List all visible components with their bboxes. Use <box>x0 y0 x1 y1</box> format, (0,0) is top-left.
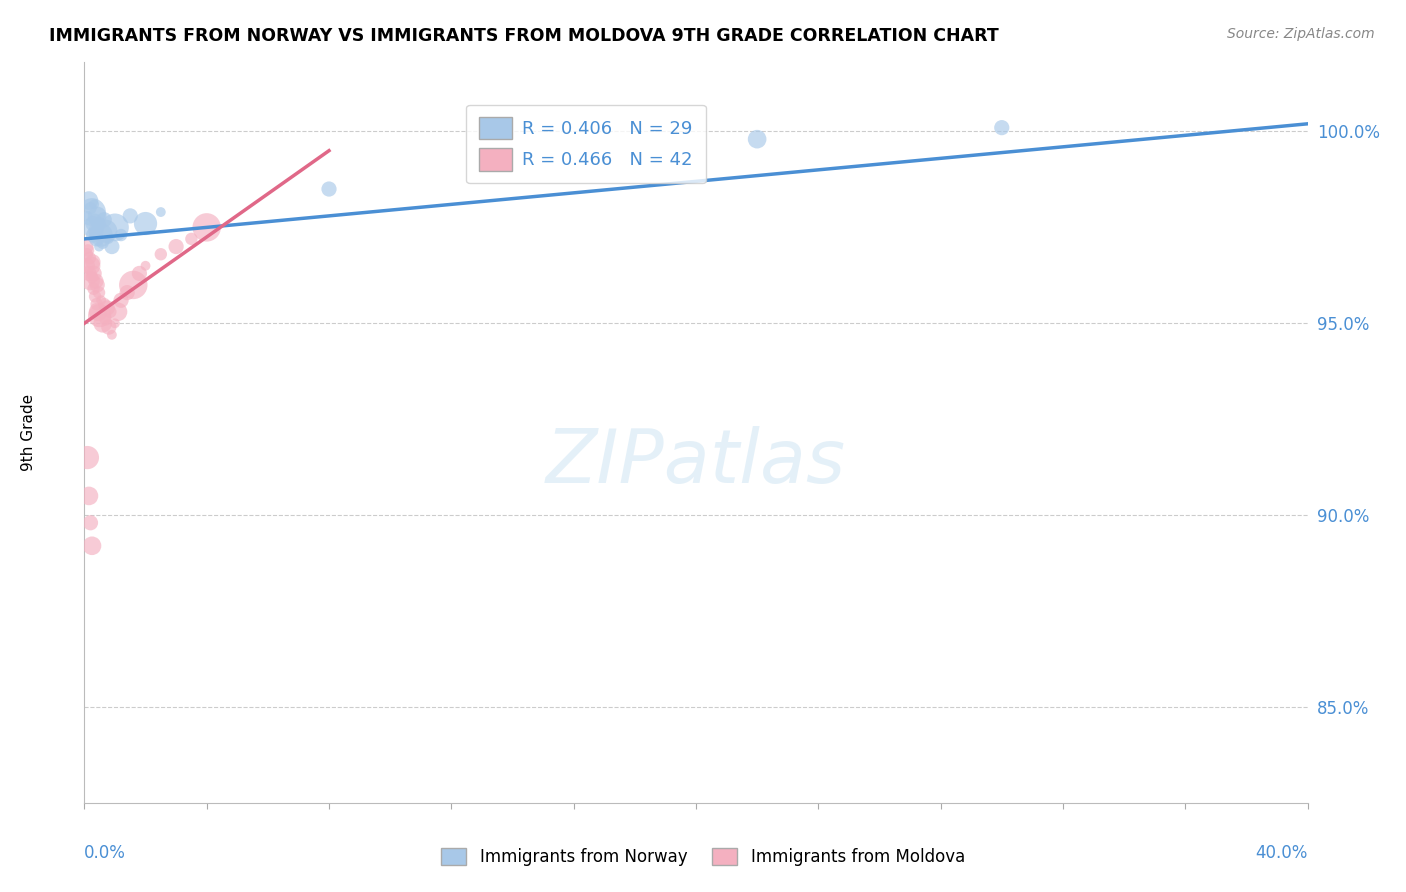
Point <box>76 259 98 273</box>
Point <box>104 220 127 235</box>
Legend: Immigrants from Norway, Immigrants from Moldova: Immigrants from Norway, Immigrants from … <box>434 841 972 873</box>
Y-axis label: 9th Grade: 9th Grade <box>21 394 35 471</box>
Point <box>79 251 101 265</box>
Point <box>83 282 105 296</box>
Point <box>89 309 111 323</box>
Point <box>83 228 105 243</box>
Text: 40.0%: 40.0% <box>1256 844 1308 862</box>
Point <box>747 132 769 146</box>
Point <box>86 209 108 223</box>
Point <box>180 232 202 246</box>
Point <box>90 228 112 243</box>
Point <box>79 274 101 288</box>
Point <box>91 235 114 250</box>
Point <box>94 224 117 238</box>
Text: Source: ZipAtlas.com: Source: ZipAtlas.com <box>1227 27 1375 41</box>
Point <box>149 247 172 261</box>
Point <box>110 293 132 308</box>
Point <box>89 217 111 231</box>
Text: 0.0%: 0.0% <box>84 844 127 862</box>
Point <box>87 305 110 319</box>
Point <box>135 217 157 231</box>
Text: IMMIGRANTS FROM NORWAY VS IMMIGRANTS FROM MOLDOVA 9TH GRADE CORRELATION CHART: IMMIGRANTS FROM NORWAY VS IMMIGRANTS FRO… <box>49 27 998 45</box>
Point <box>82 217 104 231</box>
Point <box>94 312 117 326</box>
Point <box>97 320 120 334</box>
Point <box>149 205 172 219</box>
Point <box>80 220 103 235</box>
Point <box>86 232 108 246</box>
Point <box>77 194 100 208</box>
Point <box>77 489 100 503</box>
Legend: R = 0.406   N = 29, R = 0.466   N = 42: R = 0.406 N = 29, R = 0.466 N = 42 <box>467 104 706 183</box>
Point <box>195 220 218 235</box>
Point <box>104 316 127 330</box>
Point <box>80 270 103 285</box>
Point <box>83 267 105 281</box>
Point <box>77 267 100 281</box>
Point <box>93 297 115 311</box>
Point <box>82 255 104 269</box>
Point <box>86 277 108 292</box>
Point <box>84 212 107 227</box>
Point <box>75 239 97 253</box>
Point <box>98 305 121 319</box>
Point <box>120 209 142 223</box>
Point <box>128 267 150 281</box>
Point <box>79 516 101 530</box>
Point <box>135 259 157 273</box>
Point <box>86 297 108 311</box>
Point <box>83 197 105 211</box>
Point <box>76 209 98 223</box>
Point <box>110 228 132 243</box>
Point <box>101 327 124 342</box>
Point <box>991 120 1014 135</box>
Point <box>77 244 100 258</box>
Point <box>79 201 101 215</box>
Point <box>84 274 107 288</box>
Point <box>87 285 110 300</box>
Text: ZIPatlas: ZIPatlas <box>546 426 846 499</box>
Point <box>84 224 107 238</box>
Point <box>96 301 118 315</box>
Point <box>115 285 138 300</box>
Point <box>87 239 110 253</box>
Point <box>90 293 112 308</box>
Point <box>165 239 187 253</box>
Point <box>80 259 103 273</box>
Point <box>318 182 340 196</box>
Point <box>97 232 120 246</box>
Point <box>91 316 114 330</box>
Point <box>93 212 115 227</box>
Point <box>107 305 129 319</box>
Point <box>80 205 103 219</box>
Point <box>76 247 98 261</box>
Point <box>84 289 107 303</box>
Point <box>87 220 110 235</box>
Point <box>101 239 124 253</box>
Point <box>122 277 145 292</box>
Point <box>80 539 103 553</box>
Point <box>76 450 98 465</box>
